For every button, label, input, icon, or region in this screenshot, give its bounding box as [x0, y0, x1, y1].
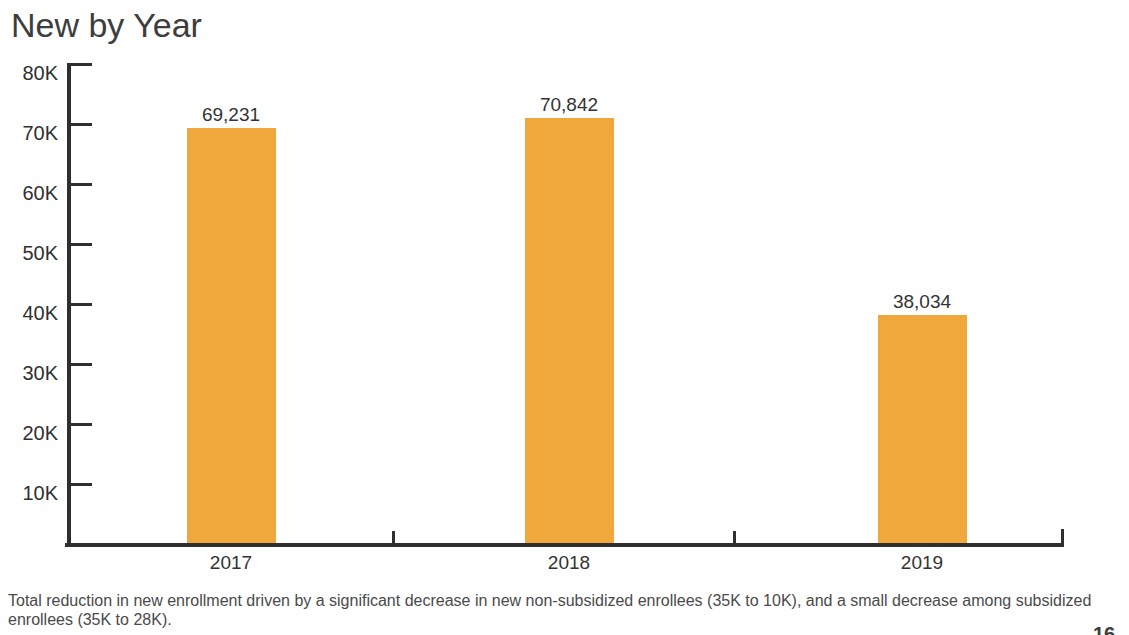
- y-axis-tick: [67, 303, 92, 306]
- x-axis-label: 2017: [171, 552, 291, 574]
- y-axis-label: 60K: [6, 182, 58, 205]
- y-axis-label: 80K: [6, 62, 58, 85]
- bar-2017: [187, 128, 276, 543]
- y-axis-tick: [67, 483, 92, 486]
- y-axis-tick: [67, 243, 92, 246]
- x-axis-tick: [1061, 529, 1064, 543]
- y-axis-tick: [67, 183, 92, 186]
- y-axis-tick: [67, 423, 92, 426]
- y-axis-label: 40K: [6, 302, 58, 325]
- y-axis-tick: [67, 363, 92, 366]
- caption: Total reduction in new enrollment driven…: [8, 591, 1096, 629]
- bar-2019: [878, 315, 967, 543]
- y-axis-label: 30K: [6, 362, 58, 385]
- x-axis-tick: [392, 531, 395, 543]
- bar-value-label: 69,231: [171, 104, 291, 126]
- y-axis-label: 20K: [6, 422, 58, 445]
- y-axis-tick: [67, 123, 92, 126]
- y-axis-label: 10K: [6, 482, 58, 505]
- bar-2018: [525, 118, 614, 543]
- bar-value-label: 70,842: [509, 94, 629, 116]
- bar-value-label: 38,034: [862, 291, 982, 313]
- slide: New by Year 10K20K30K40K50K60K70K80K 69,…: [0, 0, 1129, 635]
- x-axis-label: 2018: [509, 552, 629, 574]
- y-axis-label: 50K: [6, 242, 58, 265]
- x-axis-tick: [733, 531, 736, 543]
- page-number: 16: [1093, 623, 1115, 635]
- x-axis-line: [65, 543, 1064, 547]
- y-axis-label: 70K: [6, 122, 58, 145]
- bar-chart: 10K 20K 30K 40K 50K 60K 70K 80K 69,231 70,842 38,…: [0, 0, 1129, 635]
- x-axis-label: 2019: [862, 552, 982, 574]
- y-axis-tick: [67, 63, 92, 66]
